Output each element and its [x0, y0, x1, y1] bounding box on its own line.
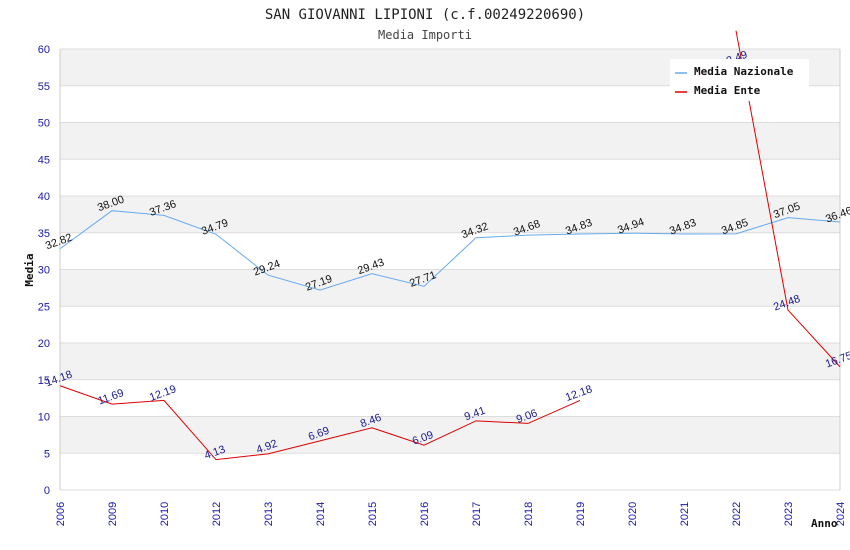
band — [60, 343, 840, 380]
y-tick-label: 40 — [38, 191, 50, 203]
y-axis-ticks: 0 5 10 15 20 25 30 35 40 45 50 55 60 — [38, 44, 50, 497]
series-media-ente — [59, 30, 841, 461]
x-tick-label: 2006 — [55, 502, 67, 526]
x-tick-label: 2014 — [315, 502, 327, 526]
x-tick-label: 2021 — [679, 502, 691, 526]
legend-box — [670, 59, 809, 101]
chart-title: SAN GIOVANNI LIPIONI (c.f.00249220690) — [265, 7, 585, 23]
y-tick-label: 55 — [38, 81, 50, 93]
band — [60, 379, 840, 417]
x-tick-label: 2016 — [419, 502, 431, 526]
y-tick-label: 45 — [38, 154, 50, 166]
x-tick-label: 2015 — [367, 502, 379, 526]
y-tick-label: 15 — [38, 375, 50, 387]
band — [60, 453, 840, 490]
band — [60, 269, 840, 307]
x-tick-label: 2012 — [211, 502, 223, 526]
y-tick-label: 60 — [38, 44, 50, 56]
y-tick-label: 30 — [38, 265, 50, 277]
ente-line — [59, 385, 581, 461]
x-tick-label: 2010 — [159, 502, 171, 526]
background-bands — [60, 49, 840, 490]
x-tick-label: 2024 — [835, 502, 847, 526]
x-tick-label: 2023 — [783, 502, 795, 526]
x-tick-label: 2013 — [263, 502, 275, 526]
legend-label-nazionale: Media Nazionale — [694, 65, 794, 78]
band — [60, 159, 840, 196]
nazionale-line — [59, 210, 841, 291]
band — [60, 416, 840, 454]
y-tick-label: 0 — [44, 485, 50, 497]
y-tick-label: 5 — [44, 448, 50, 460]
x-tick-label: 2009 — [107, 502, 119, 526]
y-tick-label: 35 — [38, 228, 50, 240]
y-tick-label: 20 — [38, 338, 50, 350]
y-tick-label: 50 — [38, 118, 50, 130]
y-tick-label: 10 — [38, 412, 50, 424]
x-tick-label: 2017 — [471, 502, 483, 526]
y-axis-label: Media — [23, 253, 36, 286]
x-tick-label: 2018 — [523, 502, 535, 526]
band — [60, 232, 840, 270]
series-media-nazionale — [59, 210, 841, 291]
chart-subtitle: Media Importi — [378, 28, 472, 42]
band — [60, 122, 840, 160]
x-axis-ticks: 2006 2009 2010 2012 2013 2014 2015 2016 2017 2018… — [55, 502, 847, 526]
x-tick-label: 2022 — [731, 502, 743, 526]
band — [60, 196, 840, 233]
x-axis-label: Anno — [811, 517, 838, 530]
y-tick-label: 25 — [38, 301, 50, 313]
grid-lines — [59, 48, 841, 491]
legend: Media Nazionale Media Ente — [670, 59, 809, 101]
ente-line — [735, 30, 841, 368]
band — [60, 306, 840, 343]
legend-label-ente: Media Ente — [694, 84, 761, 97]
x-tick-label: 2019 — [575, 502, 587, 526]
x-tick-label: 2020 — [627, 502, 639, 526]
